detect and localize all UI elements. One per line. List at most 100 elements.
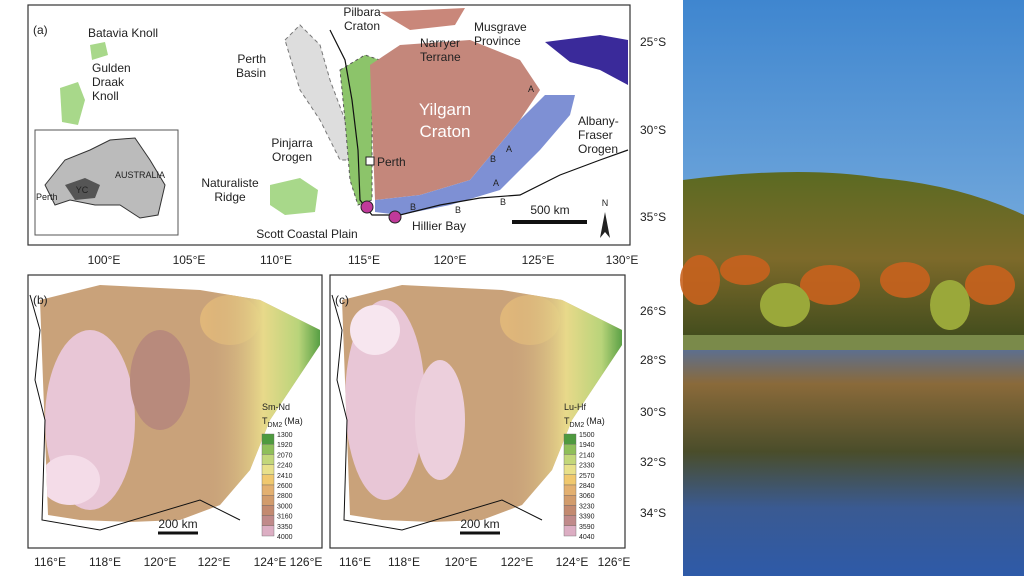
place-name: Perth xyxy=(377,155,406,169)
scale-label: 200 km xyxy=(460,517,499,531)
inset-yilgarn xyxy=(65,178,100,200)
batavia xyxy=(90,42,108,60)
legend-value: 2840 xyxy=(579,483,595,490)
yilgarn xyxy=(370,40,540,200)
legend-value: 3590 xyxy=(579,524,595,531)
legend-value: 2570 xyxy=(579,473,595,480)
place-name: Yilgarn xyxy=(419,100,471,119)
legend-swatch xyxy=(261,484,275,496)
legend-value: 3060 xyxy=(579,493,595,500)
legend-value: 3390 xyxy=(579,514,595,521)
legend-value: 2330 xyxy=(579,463,595,470)
legend-title-unit: (Ma) xyxy=(586,416,605,426)
legend-value: 1500 xyxy=(579,432,595,439)
gulden-draak xyxy=(60,82,85,125)
naturaliste xyxy=(270,178,318,215)
scale-label: 500 km xyxy=(530,203,569,217)
legend-swatch xyxy=(261,525,275,537)
lon-tick-label: 122°E xyxy=(198,555,231,569)
legend-value: 2070 xyxy=(277,452,293,459)
legend-swatch xyxy=(563,505,577,516)
place-name: Craton xyxy=(344,19,380,33)
place-name: Province xyxy=(474,34,521,48)
place-name: Pilbara xyxy=(343,5,381,19)
place-name: Gulden xyxy=(92,61,131,75)
legend-swatch xyxy=(563,484,577,496)
place-name: Fraser xyxy=(578,128,613,142)
place-name: Terrane xyxy=(420,50,461,64)
legend-value: 2600 xyxy=(277,483,293,490)
lon-tick-label: 125°E xyxy=(522,253,555,267)
lon-tick-label: 124°E xyxy=(254,555,287,569)
lon-tick-label: 124°E xyxy=(556,555,589,569)
place-name: Orogen xyxy=(272,150,312,164)
place-name: Orogen xyxy=(578,142,618,156)
legend-swatch xyxy=(563,454,577,465)
lat-tick-label: 28°S xyxy=(640,353,666,367)
place-name: Craton xyxy=(419,122,470,141)
legend-title-symbol: T xyxy=(262,416,268,426)
legend-title-symbol: T xyxy=(564,416,570,426)
legend-swatch xyxy=(261,515,275,526)
legend-swatch xyxy=(563,515,577,526)
place-name: Scott Coastal Plain xyxy=(256,227,357,241)
perth-marker xyxy=(365,156,375,166)
panel-label: (c) xyxy=(335,293,349,307)
lat-tick-label: 34°S xyxy=(640,506,666,520)
scale-label: 200 km xyxy=(158,517,197,531)
lon-tick-label: 110°E xyxy=(260,253,292,267)
lon-tick-label: 115°E xyxy=(348,253,380,267)
legend-value: 2410 xyxy=(277,473,293,480)
lon-tick-label: 126°E xyxy=(290,555,323,569)
place-name: Hillier Bay xyxy=(412,219,466,233)
coastline xyxy=(331,294,543,531)
inset-label: Perth xyxy=(36,192,58,202)
legend-swatch xyxy=(563,444,577,455)
panel-label: (b) xyxy=(33,293,48,307)
segment-label: B xyxy=(490,154,496,164)
legend-title: TDM2 (Ma) xyxy=(564,416,605,429)
lat-tick-label: 30°S xyxy=(640,405,666,419)
inset-label: AUSTRALIA xyxy=(115,170,165,180)
segment-label: B xyxy=(455,205,461,215)
lon-tick-label: 100°E xyxy=(88,253,121,267)
lon-tick-label: 105°E xyxy=(173,253,206,267)
lon-tick-label: 120°E xyxy=(445,555,478,569)
place-name: Albany- xyxy=(578,114,619,128)
segment-label: B xyxy=(500,197,506,207)
lon-tick-label: 120°E xyxy=(144,555,177,569)
lon-tick-label: 116°E xyxy=(34,555,66,569)
legend-swatch xyxy=(261,474,275,486)
legend-swatch xyxy=(261,454,275,465)
site-marker xyxy=(360,200,374,214)
legend-title-subscript: DM2 xyxy=(268,422,283,429)
legend-title-subscript: DM2 xyxy=(570,422,585,429)
legend-value: 1920 xyxy=(277,442,293,449)
lon-tick-label: 130°E xyxy=(606,253,639,267)
place-name: Ridge xyxy=(214,190,246,204)
pinjarra xyxy=(339,54,381,206)
legend-swatch xyxy=(261,433,275,445)
musgrave xyxy=(545,35,628,85)
place-name: Perth xyxy=(237,52,266,66)
panel-a xyxy=(27,4,631,246)
legend-value: 3230 xyxy=(579,503,595,510)
legend-swatch xyxy=(563,525,577,537)
north-label: N xyxy=(602,198,609,208)
lat-tick-label: 35°S xyxy=(640,210,666,224)
legend-swatch xyxy=(563,474,577,486)
legend-value: 3000 xyxy=(277,503,293,510)
method-label: Sm-Nd xyxy=(262,402,290,412)
pilbara xyxy=(380,8,465,30)
place-name: Draak xyxy=(92,75,125,89)
segment-label: A xyxy=(506,144,512,154)
place-name: Basin xyxy=(236,66,266,80)
panel-label: (a) xyxy=(33,23,48,37)
lat-tick-label: 26°S xyxy=(640,304,666,318)
north-arrow xyxy=(600,212,610,238)
segment-label: A xyxy=(528,84,534,94)
site-marker xyxy=(388,210,402,224)
place-name: Batavia Knoll xyxy=(88,26,158,40)
